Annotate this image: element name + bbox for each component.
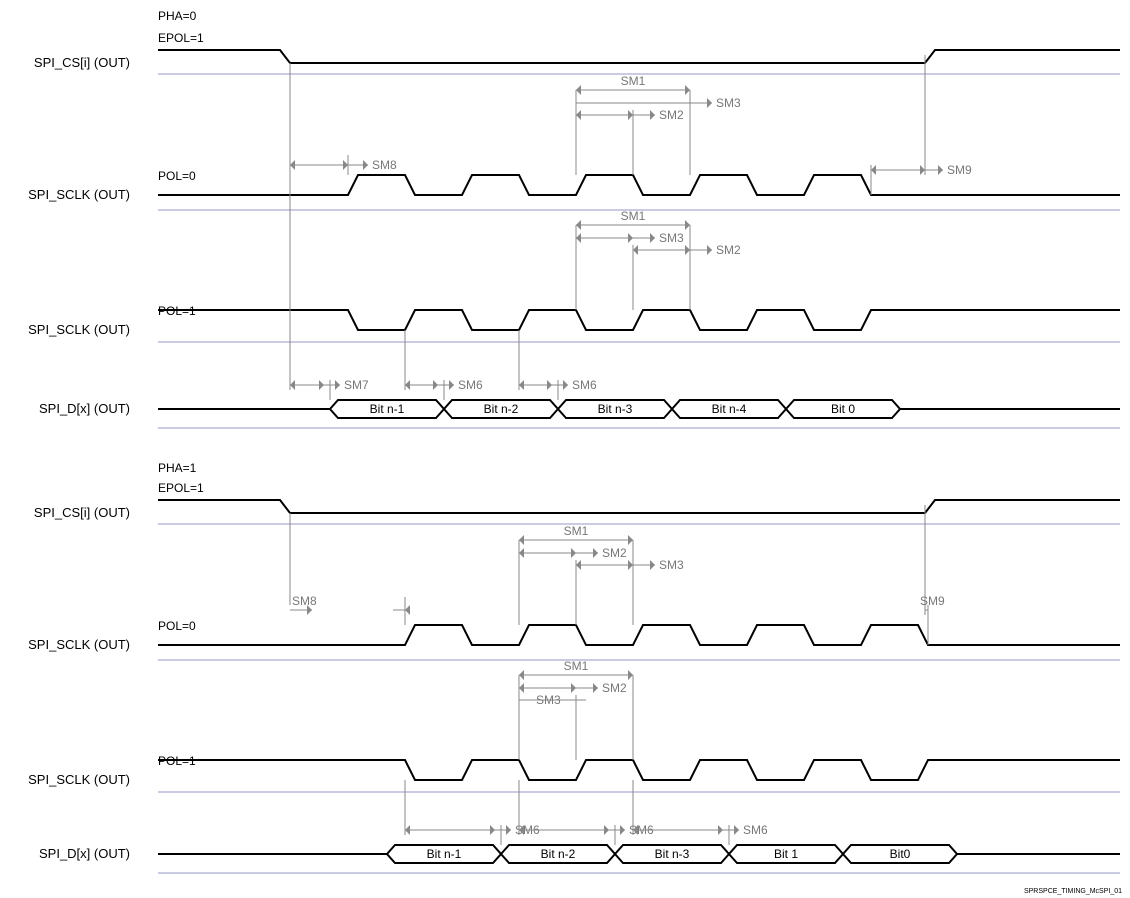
svg-text:SM2: SM2 [602, 681, 627, 695]
svg-text:POL=0: POL=0 [158, 169, 196, 183]
svg-text:PHA=0: PHA=0 [158, 9, 197, 23]
svg-text:Bit n-2: Bit n-2 [484, 402, 519, 416]
svg-text:SM3: SM3 [716, 96, 741, 110]
svg-text:SM8: SM8 [292, 594, 317, 608]
svg-text:Bit0: Bit0 [890, 847, 911, 861]
svg-text:SM8: SM8 [372, 158, 397, 172]
svg-text:SM6: SM6 [458, 378, 483, 392]
svg-text:SPI_CS[i] (OUT): SPI_CS[i] (OUT) [34, 55, 130, 70]
svg-text:SM1: SM1 [621, 74, 646, 88]
svg-text:SPI_D[x] (OUT): SPI_D[x] (OUT) [39, 846, 130, 861]
svg-text:SM3: SM3 [659, 231, 684, 245]
svg-text:SPI_D[x] (OUT): SPI_D[x] (OUT) [39, 401, 130, 416]
svg-text:Bit n-3: Bit n-3 [655, 847, 690, 861]
svg-text:SM7: SM7 [344, 378, 369, 392]
svg-text:Bit n-2: Bit n-2 [541, 847, 576, 861]
svg-text:PHA=1: PHA=1 [158, 461, 197, 475]
svg-text:SM9: SM9 [920, 594, 945, 608]
svg-text:SM2: SM2 [659, 108, 684, 122]
svg-text:SPI_CS[i] (OUT): SPI_CS[i] (OUT) [34, 505, 130, 520]
svg-text:SM1: SM1 [564, 659, 589, 673]
svg-text:SPI_SCLK (OUT): SPI_SCLK (OUT) [28, 637, 130, 652]
svg-text:SPRSPCE_TIMING_McSPI_01: SPRSPCE_TIMING_McSPI_01 [1024, 888, 1122, 895]
timing-diagram: PHA=0 EPOL=1 SPI_CS[i] (OUT) POL=0 SPI_SCLK … [0, 0, 1130, 898]
svg-text:SM2: SM2 [716, 243, 741, 257]
svg-text:SM1: SM1 [621, 209, 646, 223]
svg-text:Bit n-1: Bit n-1 [370, 402, 405, 416]
svg-text:SM6: SM6 [572, 378, 597, 392]
svg-text:SM9: SM9 [947, 163, 972, 177]
svg-text:SM2: SM2 [602, 546, 627, 560]
svg-text:SM1: SM1 [564, 524, 589, 538]
svg-text:SPI_SCLK (OUT): SPI_SCLK (OUT) [28, 322, 130, 337]
svg-text:SM3: SM3 [536, 693, 561, 707]
svg-text:Bit n-3: Bit n-3 [598, 402, 633, 416]
svg-text:Bit 1: Bit 1 [774, 847, 798, 861]
svg-text:Bit n-1: Bit n-1 [427, 847, 462, 861]
svg-text:POL=0: POL=0 [158, 619, 196, 633]
svg-text:SM6: SM6 [743, 823, 768, 837]
svg-text:SPI_SCLK (OUT): SPI_SCLK (OUT) [28, 772, 130, 787]
svg-text:SM3: SM3 [659, 558, 684, 572]
svg-text:Bit n-4: Bit n-4 [712, 402, 747, 416]
svg-text:EPOL=1: EPOL=1 [158, 31, 204, 45]
svg-text:EPOL=1: EPOL=1 [158, 481, 204, 495]
svg-text:Bit 0: Bit 0 [831, 402, 855, 416]
svg-text:SPI_SCLK (OUT): SPI_SCLK (OUT) [28, 187, 130, 202]
